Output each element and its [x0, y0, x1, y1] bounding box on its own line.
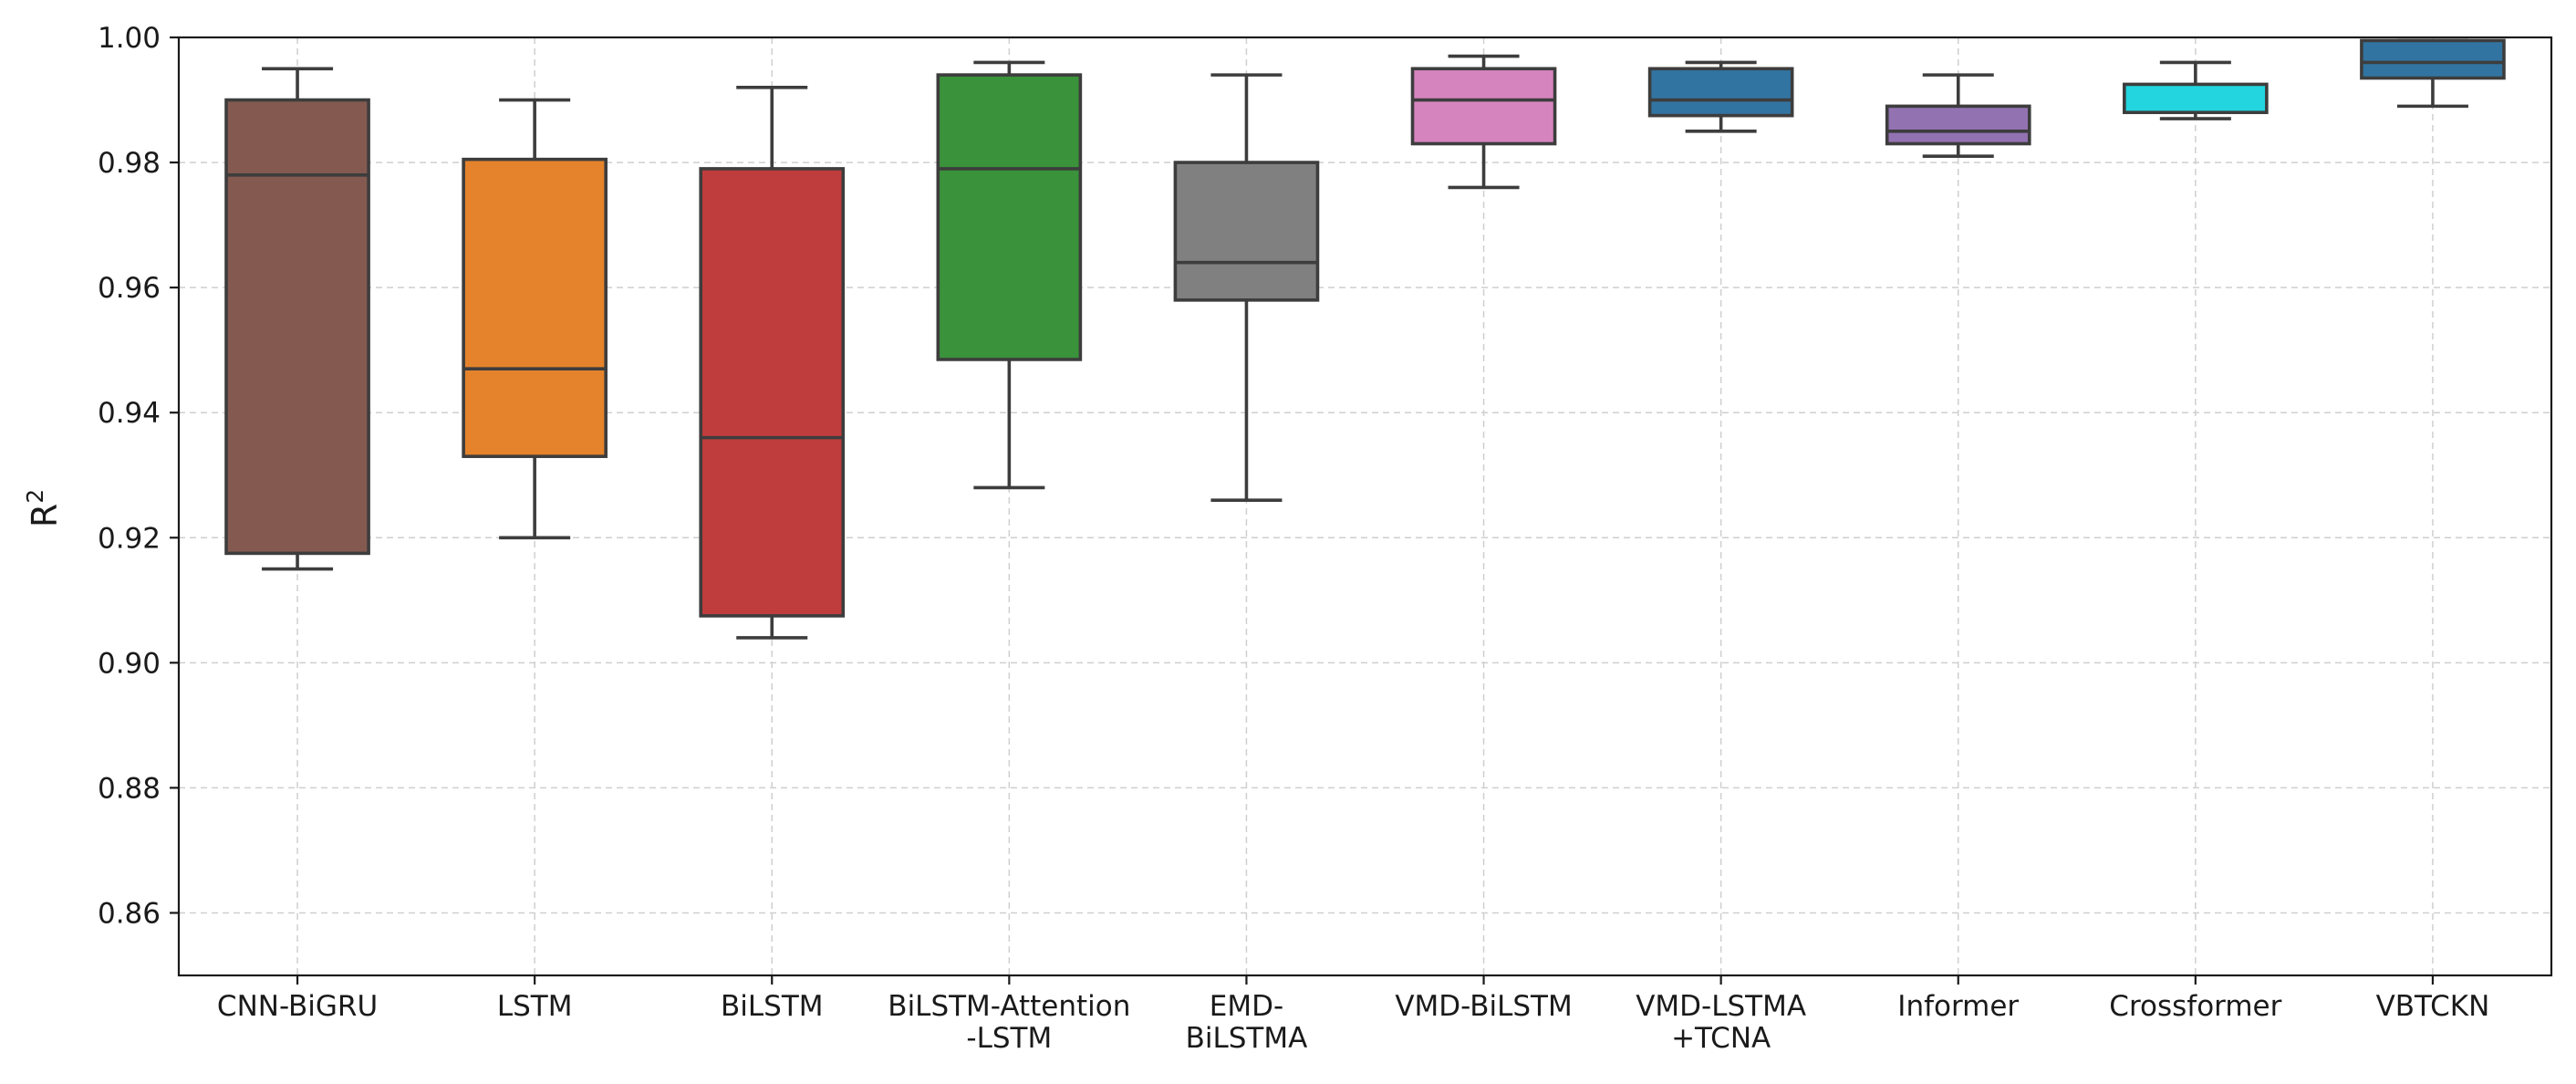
box-group	[2123, 60, 2269, 120]
y-tick-label: 0.94	[98, 397, 161, 430]
x-tick-label-line: -LSTM	[966, 1022, 1052, 1055]
y-tick-label: 0.90	[98, 647, 161, 680]
x-tick-label-line: +TCNA	[1671, 1022, 1771, 1055]
x-tick-label-line: Crossformer	[2109, 990, 2281, 1023]
x-tick-label-line: Informer	[1897, 990, 2019, 1023]
box-group	[224, 67, 370, 571]
box-iqr	[1173, 161, 1320, 302]
y-tick-label: 0.96	[98, 272, 161, 305]
x-tick-label-line: CNN-BiGRU	[217, 990, 378, 1023]
x-tick-label-line: BiLSTM-Attention	[888, 990, 1130, 1023]
x-tick-label-line: BiLSTM	[721, 990, 824, 1023]
x-tick-label: LSTM	[497, 990, 573, 1023]
box-group	[1173, 73, 1320, 502]
y-axis-title: R2	[22, 489, 65, 527]
box-group	[462, 98, 608, 540]
box-group	[2360, 38, 2506, 109]
box-iqr	[1885, 104, 2031, 146]
x-tick-label: VBTCKN	[2376, 990, 2490, 1023]
x-tick-label: CNN-BiGRU	[217, 990, 378, 1023]
x-tick-label: Informer	[1897, 990, 2019, 1023]
x-tick-label-line: VMD-LSTMA	[1636, 990, 1806, 1023]
axes-layer: 0.86 0.88 0.90 0.92 0.94 0.96 0.98 1.00 CNN-BiGR…	[98, 22, 2553, 1055]
box-iqr	[462, 157, 608, 458]
box-iqr	[699, 167, 846, 618]
box-iqr	[2360, 38, 2506, 80]
box-iqr	[1647, 67, 1794, 118]
x-tick-label-line: VMD-BiLSTM	[1395, 990, 1572, 1023]
box-iqr	[1410, 67, 1557, 146]
x-tick-label-line: EMD-	[1210, 990, 1283, 1023]
x-tick-label: Crossformer	[2109, 990, 2281, 1023]
x-tick-label-line: LSTM	[497, 990, 573, 1023]
y-tick-label: 0.98	[98, 147, 161, 180]
box-iqr	[2123, 82, 2269, 115]
box-iqr	[936, 73, 1083, 361]
x-tick-label-line: BiLSTMA	[1186, 1022, 1308, 1055]
x-tick-label: BiLSTM	[721, 990, 824, 1023]
x-tick-label-line: VBTCKN	[2376, 990, 2490, 1023]
box-group	[936, 60, 1083, 490]
plot-frame	[177, 36, 2553, 977]
box-group	[1885, 73, 2031, 159]
box-group	[1410, 54, 1557, 190]
x-tick-label: VMD-BiLSTM	[1395, 990, 1572, 1023]
boxes-layer	[224, 38, 2506, 640]
x-tick-label: EMD-BiLSTMA	[1186, 990, 1308, 1055]
box-group	[1647, 60, 1794, 133]
y-axis-title-base: R	[25, 504, 65, 527]
y-axis-title-superscript: 2	[22, 489, 48, 504]
y-tick-label: 0.86	[98, 897, 161, 930]
x-tick-label: BiLSTM-Attention -LSTM	[888, 990, 1130, 1055]
y-tick-label: 0.88	[98, 772, 161, 805]
y-tick-label: 1.00	[98, 22, 161, 55]
x-tick-label: VMD-LSTMA +TCNA	[1636, 990, 1806, 1055]
box-group	[699, 86, 846, 640]
box-iqr	[224, 98, 370, 556]
y-tick-label: 0.92	[98, 522, 161, 555]
